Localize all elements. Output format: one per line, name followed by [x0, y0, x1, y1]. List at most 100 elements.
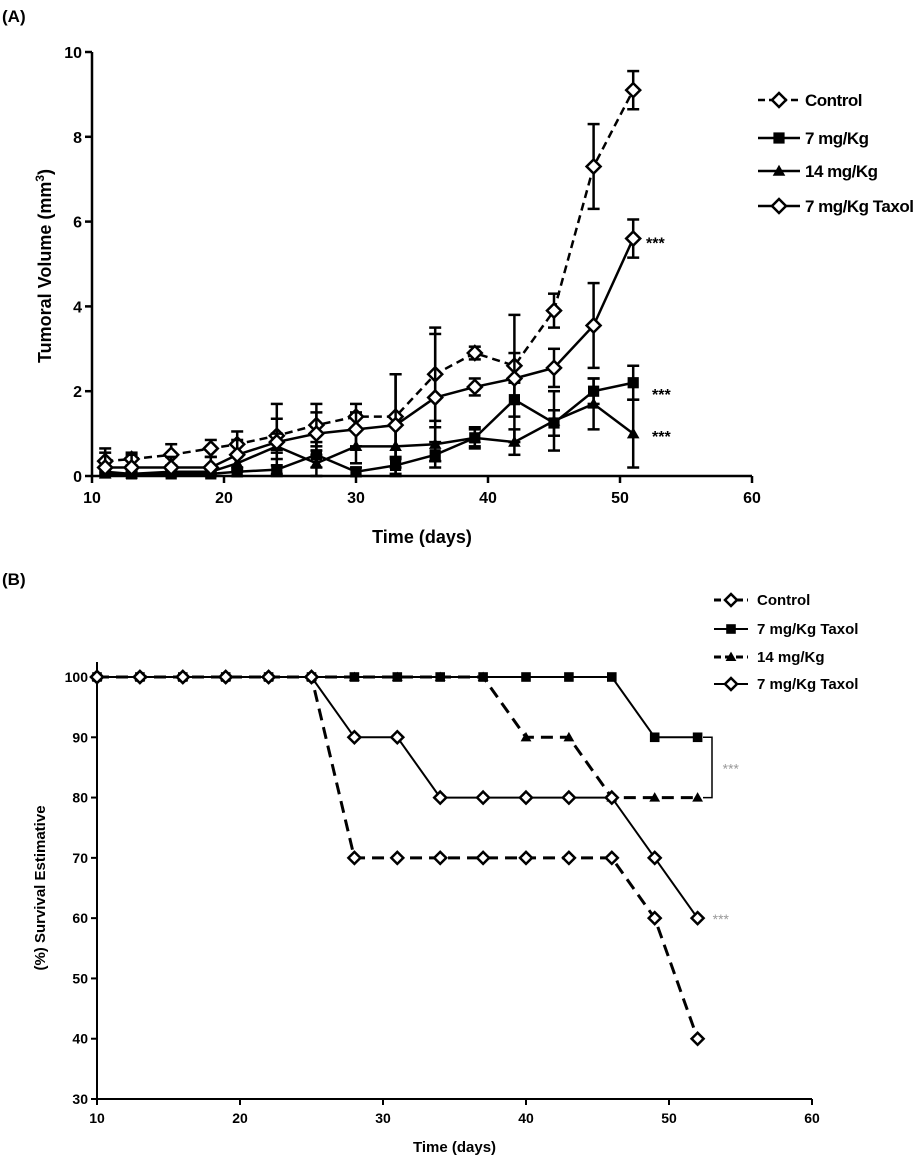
- x-tick-label: 40: [479, 490, 497, 507]
- data-point: [646, 910, 663, 926]
- series-3: [96, 218, 642, 478]
- y-tick-label: 40: [72, 1031, 88, 1047]
- significance-label: ***: [722, 760, 739, 776]
- data-point: [228, 446, 246, 464]
- x-tick-label: 30: [375, 1110, 391, 1126]
- data-point: [217, 669, 234, 685]
- data-point: [350, 466, 362, 478]
- data-point: [426, 388, 444, 407]
- legend-marker: [726, 624, 736, 634]
- y-tick-label: 30: [72, 1091, 88, 1107]
- y-tick-label: 100: [65, 669, 89, 685]
- data-point: [434, 671, 446, 682]
- data-point: [587, 397, 600, 409]
- x-tick-label: 50: [661, 1110, 677, 1126]
- legend-marker: [770, 91, 788, 109]
- legend-marker: [723, 592, 739, 608]
- panel-label-a: (A): [2, 7, 26, 26]
- data-point: [564, 672, 574, 682]
- data-point: [475, 850, 491, 866]
- panel-a: (A) 0 2 4 6 8 10 10 20 30 40 50 60 Time (days) Tumoral…: [2, 7, 914, 547]
- data-point: [307, 424, 326, 443]
- y-tick-label: 70: [72, 850, 88, 866]
- data-point: [349, 671, 360, 682]
- data-point: [132, 669, 148, 685]
- y-tick-label: 80: [72, 790, 88, 806]
- x-axis-title: Time (days): [372, 527, 472, 547]
- data-point: [389, 850, 406, 866]
- series-line: [105, 89, 635, 463]
- data-point: [547, 414, 561, 426]
- data-point: [561, 850, 577, 866]
- significance-label: ***: [652, 387, 671, 404]
- legend: Control 7 mg/Kg Taxol 14 mg/Kg 7 mg/Kg Taxo…: [714, 592, 858, 693]
- data-point: [202, 439, 220, 458]
- data-point: [202, 458, 220, 477]
- data-point: [692, 732, 703, 743]
- x-tick-label: 10: [89, 1110, 105, 1126]
- legend-label: 14 mg/Kg: [757, 649, 825, 666]
- panel-label-b: (B): [2, 570, 26, 589]
- legend-label: 7 mg/Kg Taxol: [757, 676, 858, 693]
- y-axis-title-close: ): [35, 169, 55, 175]
- data-point: [561, 789, 577, 806]
- y-tick-label: 0: [73, 469, 82, 486]
- legend-label: 7 mg/Kg: [805, 129, 869, 148]
- y-axis-title: (%) Survival Estimative: [32, 805, 49, 970]
- x-tick-label: 30: [347, 490, 365, 507]
- data-point: [96, 458, 114, 477]
- x-tick-label: 20: [232, 1110, 248, 1126]
- data-point: [346, 850, 363, 866]
- legend-label: Control: [805, 91, 862, 110]
- data-point: [607, 672, 617, 682]
- significance-label: ***: [712, 911, 729, 927]
- panel-b: (B) 30 40 50 60 70 80 90 100 10 20 30 40 50 60 Time (da…: [2, 570, 858, 1156]
- data-point: [389, 729, 406, 746]
- legend-label: 7 mg/Kg Taxol: [805, 197, 913, 216]
- y-tick-label: 50: [72, 970, 88, 986]
- x-tick-label: 40: [518, 1110, 534, 1126]
- significance-bracket: ***: [703, 736, 739, 799]
- y-tick-label: 4: [73, 299, 82, 316]
- data-point: [386, 416, 405, 434]
- legend-label: Control: [757, 592, 810, 609]
- data-point: [518, 850, 534, 866]
- data-point: [432, 850, 448, 866]
- data-point: [624, 81, 642, 99]
- legend: Control 7 mg/Kg 14 mg/Kg 7 mg/Kg Taxol: [758, 91, 914, 216]
- data-point: [689, 910, 706, 926]
- y-tick-label: 90: [72, 729, 88, 745]
- y-tick-label: 10: [64, 45, 82, 62]
- data-point: [649, 792, 661, 802]
- x-tick-label: 60: [804, 1110, 820, 1126]
- legend-marker: [772, 164, 786, 176]
- data-point: [346, 729, 363, 746]
- data-point: [475, 789, 491, 806]
- data-point: [563, 731, 575, 742]
- legend-label: 7 mg/Kg Taxol: [757, 621, 858, 638]
- y-axis-title-main: Tumoral Volume (mm: [35, 182, 55, 363]
- data-point: [584, 157, 603, 176]
- data-point: [692, 792, 703, 802]
- significance-label: ***: [652, 429, 671, 446]
- data-point: [649, 732, 660, 743]
- y-axis-title: Tumoral Volume (mm3): [33, 169, 55, 363]
- significance-label: ***: [646, 236, 665, 253]
- x-tick-label: 50: [611, 490, 629, 507]
- series-0: [96, 69, 642, 476]
- data-point: [122, 458, 141, 477]
- x-tick-label: 60: [743, 490, 761, 507]
- data-point: [162, 458, 180, 477]
- x-axis-title: Time (days): [413, 1139, 496, 1156]
- y-tick-label: 2: [73, 384, 82, 401]
- data-point: [520, 731, 532, 742]
- y-tick-label: 60: [72, 910, 88, 926]
- data-point: [518, 789, 534, 806]
- data-point: [89, 669, 105, 685]
- series-0: [89, 669, 706, 1047]
- data-point: [466, 378, 484, 396]
- data-point: [268, 433, 286, 451]
- data-point: [521, 672, 531, 682]
- data-point: [468, 431, 482, 443]
- data-point: [391, 671, 403, 682]
